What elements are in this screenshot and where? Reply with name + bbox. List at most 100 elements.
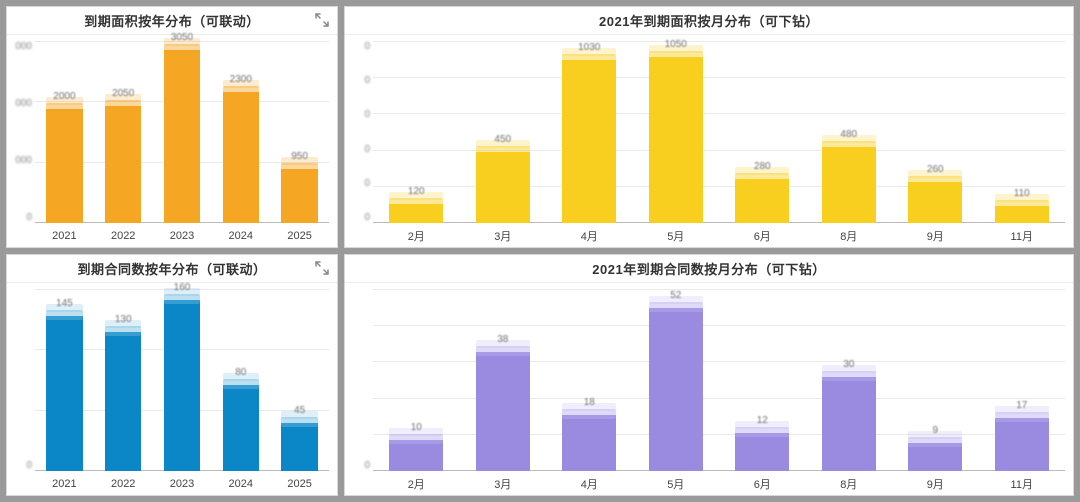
bar-slot: 9	[892, 289, 979, 471]
bar[interactable]: 950	[281, 169, 317, 223]
bar-slot: 45	[270, 289, 329, 471]
bar-value: 12	[757, 415, 768, 426]
panel-contracts-year: 到期合同数按年分布（可联动） 0145130160804520212022202…	[6, 254, 338, 496]
x-label: 2024	[211, 230, 270, 242]
bar-value: 9	[932, 425, 938, 436]
bar[interactable]: 260	[908, 182, 962, 223]
bar[interactable]: 30	[822, 377, 876, 471]
x-label: 5月	[633, 228, 720, 244]
x-label: 3月	[460, 476, 547, 492]
bar-slot: 80	[211, 289, 270, 471]
bar[interactable]: 120	[389, 204, 443, 223]
y-axis: 000000	[345, 41, 373, 223]
x-label: 2021	[35, 230, 94, 242]
bar[interactable]: 480	[822, 147, 876, 223]
bar[interactable]: 3050	[164, 50, 200, 223]
bar[interactable]: 52	[649, 308, 703, 471]
panel-header: 2021年到期面积按月分布（可下钻）	[345, 7, 1073, 35]
bar[interactable]: 38	[476, 352, 530, 471]
bar[interactable]: 1030	[562, 60, 616, 223]
x-label: 9月	[892, 476, 979, 492]
bar-slot: 1030	[546, 41, 633, 223]
bar-value: 52	[670, 290, 681, 301]
x-label: 8月	[806, 228, 893, 244]
bar-value: 3050	[171, 32, 193, 43]
chart-area-year: 0000000000 2000 2050 3050 2300 95020212022202…	[7, 35, 337, 247]
bar-slot: 450	[460, 41, 547, 223]
panel-contracts-month: 2021年到期合同数按月分布（可下钻） 01038185212309172月3月…	[344, 254, 1074, 496]
bar[interactable]: 9	[908, 443, 962, 471]
bar-value: 280	[754, 161, 771, 172]
bar[interactable]: 2300	[223, 92, 259, 223]
y-tick: 0	[364, 109, 370, 120]
bar-slot: 130	[94, 289, 153, 471]
bar-value: 80	[235, 367, 246, 378]
bar-slot: 2000	[35, 41, 94, 223]
x-label: 4月	[546, 476, 633, 492]
bar[interactable]: 18	[562, 415, 616, 471]
bar-value: 45	[294, 405, 305, 416]
bars: 2000 2050 3050 2300 950	[35, 41, 329, 223]
bar-value: 1030	[578, 42, 600, 53]
bar-value: 18	[584, 397, 595, 408]
bar-slot: 160	[153, 289, 212, 471]
bar-value: 145	[56, 298, 73, 309]
bar[interactable]: 80	[223, 385, 259, 471]
x-label: 4月	[546, 228, 633, 244]
x-axis: 20212022202320242025	[35, 473, 329, 495]
bar[interactable]: 10	[389, 440, 443, 471]
bar[interactable]: 12	[735, 433, 789, 471]
plot: 120 450 1030 1050 280 480 260 110	[373, 41, 1065, 223]
chart-contracts-month: 0 10 38 18 52 12 30 9 172月3月4月5月6月8月9月11月	[345, 283, 1073, 495]
y-tick: 0	[364, 212, 370, 223]
bar-value: 10	[411, 422, 422, 433]
bars: 145 130 160 80 45	[35, 289, 329, 471]
x-axis: 2月3月4月5月6月8月9月11月	[373, 473, 1065, 495]
bar-slot: 480	[806, 41, 893, 223]
x-label: 9月	[892, 228, 979, 244]
y-tick: 000	[15, 98, 32, 109]
y-axis: 0000000000	[7, 41, 35, 223]
bar-value: 260	[927, 164, 944, 175]
y-axis: 0	[345, 289, 373, 471]
bar-value: 2300	[230, 74, 252, 85]
bar[interactable]: 45	[281, 423, 317, 471]
x-axis: 20212022202320242025	[35, 225, 329, 247]
bar-slot: 3050	[153, 41, 212, 223]
bar-slot: 950	[270, 41, 329, 223]
expand-icon[interactable]	[313, 259, 331, 277]
bar-slot: 145	[35, 289, 94, 471]
x-label: 6月	[719, 228, 806, 244]
bar[interactable]: 450	[476, 152, 530, 223]
bar-slot: 17	[979, 289, 1066, 471]
bar[interactable]: 2050	[105, 106, 141, 223]
bar-slot: 38	[460, 289, 547, 471]
bar[interactable]: 280	[735, 179, 789, 223]
bar[interactable]: 1050	[649, 57, 703, 223]
y-tick: 0	[364, 178, 370, 189]
bar[interactable]: 17	[995, 418, 1049, 471]
panel-area-month: 2021年到期面积按月分布（可下钻） 000000120450103010502…	[344, 6, 1074, 248]
bar[interactable]: 160	[164, 300, 200, 471]
expand-icon[interactable]	[313, 11, 331, 29]
bar-value: 2000	[53, 91, 75, 102]
bar[interactable]: 130	[105, 332, 141, 471]
x-label: 2022	[94, 478, 153, 490]
bar-value: 480	[840, 129, 857, 140]
bar-value: 38	[497, 334, 508, 345]
bar-value: 120	[408, 186, 425, 197]
x-label: 2月	[373, 476, 460, 492]
bar-value: 450	[494, 134, 511, 145]
panel-title: 到期合同数按年分布（可联动）	[77, 259, 266, 278]
bar[interactable]: 2000	[46, 109, 82, 223]
bar-value: 30	[843, 359, 854, 370]
x-axis: 2月3月4月5月6月8月9月11月	[373, 225, 1065, 247]
bar[interactable]: 145	[46, 316, 82, 471]
x-label: 3月	[460, 228, 547, 244]
bar-slot: 12	[719, 289, 806, 471]
bar-value: 160	[174, 282, 191, 293]
bar[interactable]: 110	[995, 206, 1049, 223]
x-label: 6月	[719, 476, 806, 492]
panel-title: 2021年到期合同数按月分布（可下钻）	[592, 259, 825, 278]
chart-contracts-year: 0145130160804520212022202320242025	[7, 283, 337, 495]
